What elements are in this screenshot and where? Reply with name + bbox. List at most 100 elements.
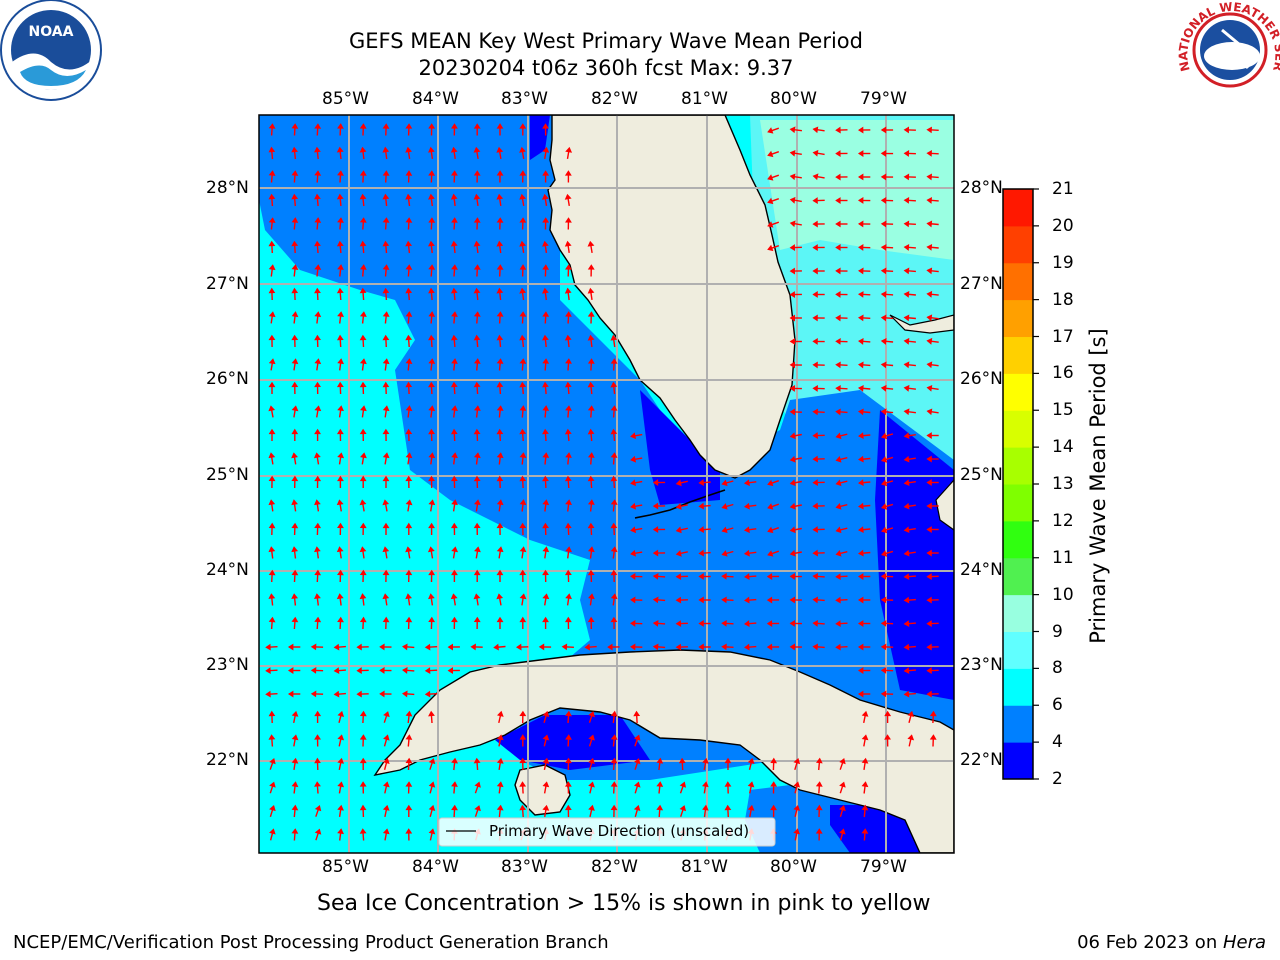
wave-arrow-head — [812, 220, 818, 228]
wave-arrow-head — [314, 781, 321, 787]
wave-arrow-head — [542, 170, 550, 176]
wave-arrow-head — [926, 479, 932, 486]
wave-arrow-head — [587, 546, 595, 553]
wave-arrow-head — [903, 220, 910, 228]
wave-arrow-head — [497, 710, 504, 717]
wave-arrow-head — [565, 311, 572, 317]
wave-arrow-head — [405, 146, 412, 153]
wave-arrow-head — [405, 452, 413, 459]
wave-arrow-head — [450, 475, 458, 482]
wave-arrow-head — [926, 643, 932, 651]
colorbar-tick-label: 13 — [1052, 474, 1074, 494]
land-andros — [935, 479, 954, 531]
wave-arrow-head — [767, 197, 774, 205]
wave-arrow-head — [812, 502, 818, 510]
wave-arrow-head — [541, 193, 549, 200]
wave-arrow-head — [382, 522, 390, 529]
wave-arrow-head — [428, 475, 435, 482]
wave-arrow-head — [405, 405, 413, 412]
wave-arrow-head — [564, 264, 572, 270]
wave-arrow-head — [564, 522, 572, 529]
wave-arrow-head — [835, 549, 842, 557]
wave-arrow-head — [815, 828, 823, 834]
wave-arrow-head — [359, 287, 367, 294]
wave-arrow-head — [903, 267, 910, 275]
wave-arrow-head — [744, 596, 750, 604]
wave-arrow-head — [812, 267, 818, 275]
colorbar — [1002, 188, 1039, 780]
wave-arrow-head — [789, 620, 796, 627]
colorbar-segment — [1003, 594, 1033, 633]
wave-arrow-head — [268, 710, 276, 717]
wave-arrow-head — [926, 290, 933, 298]
wave-arrow-head — [721, 503, 728, 510]
wave-arrow-head — [287, 690, 294, 698]
wave-arrow-head — [815, 781, 823, 787]
wave-arrow-head — [268, 193, 276, 200]
wave-arrow-head — [519, 146, 526, 153]
wave-arrow-head — [926, 455, 932, 463]
lon-label: 82°W — [591, 89, 638, 109]
wave-arrow-head — [812, 619, 818, 627]
wave-arrow-head — [630, 549, 637, 557]
colorbar-segment — [1003, 336, 1033, 374]
wave-arrow-head — [656, 804, 664, 811]
wave-arrow-head — [291, 828, 299, 834]
lon-label: 80°W — [770, 89, 817, 109]
wave-arrow-head — [402, 666, 408, 674]
wave-arrow-head — [903, 526, 910, 534]
wave-arrow-head — [269, 828, 276, 835]
wave-arrow-head — [789, 385, 796, 392]
wave-arrow-head — [857, 549, 864, 557]
wave-arrow-head — [428, 170, 436, 176]
wave-arrow-head — [610, 781, 618, 787]
wave-arrow-head — [767, 244, 774, 252]
wave-arrow-head — [903, 150, 910, 157]
wave-arrow-head — [382, 334, 390, 341]
wave-arrow-head — [336, 240, 344, 247]
wave-arrow-head — [858, 361, 864, 369]
wave-arrow-head — [291, 170, 299, 176]
wave-arrow-head — [519, 734, 527, 740]
wave-arrow-head — [789, 408, 796, 416]
wave-arrow-head — [291, 593, 299, 599]
wave-arrow-head — [835, 361, 841, 369]
wave-arrow-head — [812, 361, 818, 369]
colorbar-tick-label: 16 — [1052, 363, 1074, 384]
wave-arrow-head — [337, 804, 344, 811]
wave-arrow-head — [767, 526, 774, 534]
wave-arrow-head — [379, 643, 385, 651]
wave-arrow-head — [474, 781, 481, 788]
wave-arrow-head — [268, 405, 276, 412]
wave-arrow-head — [337, 616, 344, 623]
wave-arrow-head — [450, 146, 458, 153]
wave-arrow-head — [744, 643, 750, 651]
colorbar-segment — [1003, 262, 1033, 301]
colorbar-segment — [1003, 299, 1033, 338]
wave-arrow-head — [766, 596, 773, 604]
wave-arrow-head — [269, 804, 276, 812]
wave-arrow-head — [903, 361, 910, 369]
wave-arrow-head — [337, 569, 344, 576]
wave-arrow-head — [789, 643, 796, 651]
wave-arrow-head — [678, 757, 686, 764]
wave-arrow-head — [428, 428, 435, 435]
wave-arrow-head — [405, 569, 413, 576]
wave-arrow-head — [747, 804, 755, 811]
wave-arrow-head — [542, 217, 550, 223]
wave-arrow-head — [405, 334, 413, 341]
wave-arrow-head — [291, 428, 299, 435]
wave-arrow-head — [789, 126, 796, 134]
wave-arrow-head — [291, 217, 299, 223]
wave-arrow-head — [903, 337, 910, 345]
wave-arrow-head — [405, 123, 413, 129]
lat-label: 24°N — [206, 560, 249, 580]
wave-arrow-head — [857, 173, 864, 181]
period-4-6-area — [259, 115, 954, 780]
wave-arrow-head — [405, 287, 413, 294]
land-florida — [547, 115, 796, 479]
wave-arrow-head — [291, 381, 299, 388]
wave-arrow-head — [291, 123, 299, 129]
wave-arrow-head — [610, 804, 618, 811]
wave-arrow-head — [610, 499, 618, 505]
